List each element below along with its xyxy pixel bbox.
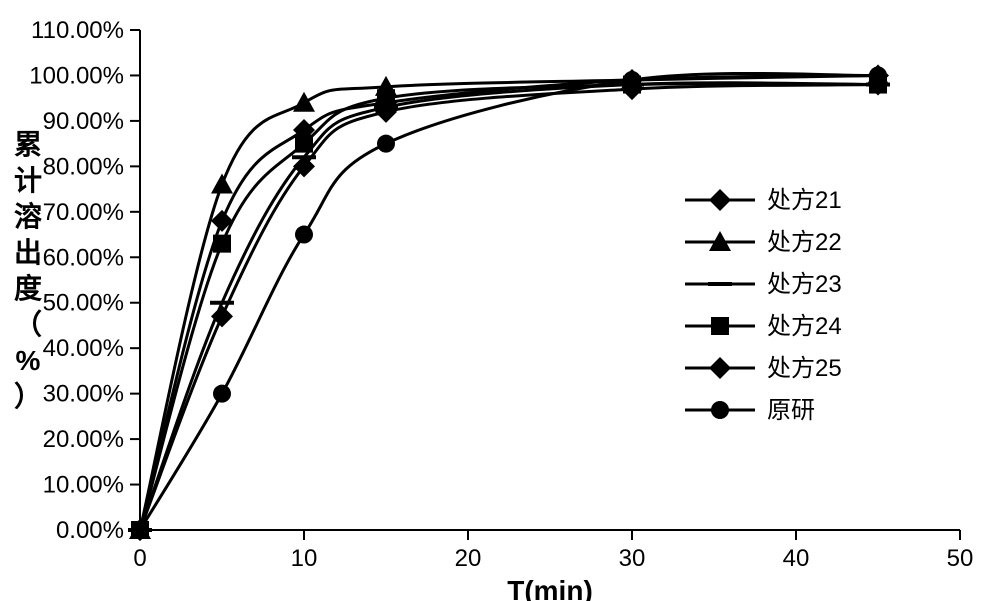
legend-label: 处方22 [767,229,842,256]
y-tick-label: 90.00% [43,108,124,135]
y-axis-title-char: ） [14,380,42,412]
y-tick-label: 10.00% [43,472,124,499]
y-axis-title-char: 出 [14,237,42,268]
y-tick-label: 110.00% [31,17,124,44]
series-line-5 [140,73,878,530]
legend-label: 原研 [767,397,815,424]
y-tick-label: 30.00% [43,381,124,408]
legend-marker [709,357,731,379]
x-tick-label: 40 [783,545,810,572]
series-line-3 [140,83,878,530]
legend-marker [711,317,729,335]
y-tick-label: 20.00% [43,426,124,453]
y-axis-title-char: 累 [14,129,42,160]
x-tick-label: 20 [455,545,482,572]
y-tick-label: 70.00% [43,199,124,226]
series-marker-5 [131,521,149,539]
x-tick-label: 50 [947,545,974,572]
series-marker-3 [213,235,231,253]
y-tick-label: 60.00% [43,244,124,271]
x-tick-label: 0 [133,545,146,572]
series-marker-5 [869,66,887,84]
y-axis-title-char: 计 [14,165,42,196]
series-marker-3 [295,135,313,153]
x-axis-title: T(min) [507,575,593,601]
y-axis-title-char: （ [14,308,42,340]
y-tick-label: 40.00% [43,335,124,362]
legend-label: 处方25 [767,355,842,382]
series-line-2 [140,83,878,530]
series-line-1 [140,75,878,530]
series-line-0 [140,75,878,530]
legend-label: 处方21 [767,187,842,214]
series-marker-5 [213,385,231,403]
chart-svg: 0.00% 10.00% 20.00% 30.00% 40.00% 50.00% 60.00… [0,0,1000,601]
legend-marker [709,189,731,211]
y-axis-title-char: % [16,345,41,376]
y-tick-label: 0.00% [56,517,124,544]
x-tick-label: 10 [291,545,318,572]
y-axis-title-char: 度 [14,273,42,304]
x-tick-label: 30 [619,545,646,572]
series-marker-5 [295,226,313,244]
y-tick-label: 80.00% [43,153,124,180]
y-axis-title-char: 溶 [14,200,42,232]
series-line-4 [140,85,878,530]
series-marker-5 [377,135,395,153]
legend-marker [711,401,729,419]
y-tick-label: 100.00% [29,62,124,89]
series-marker-5 [623,71,641,89]
legend-label: 处方23 [767,271,842,298]
legend-label: 处方24 [767,313,842,340]
y-tick-label: 50.00% [43,290,124,317]
series-marker-1 [211,174,233,194]
dissolution-chart: 0.00% 10.00% 20.00% 30.00% 40.00% 50.00% 60.00… [0,0,1000,601]
series-marker-1 [293,92,315,112]
